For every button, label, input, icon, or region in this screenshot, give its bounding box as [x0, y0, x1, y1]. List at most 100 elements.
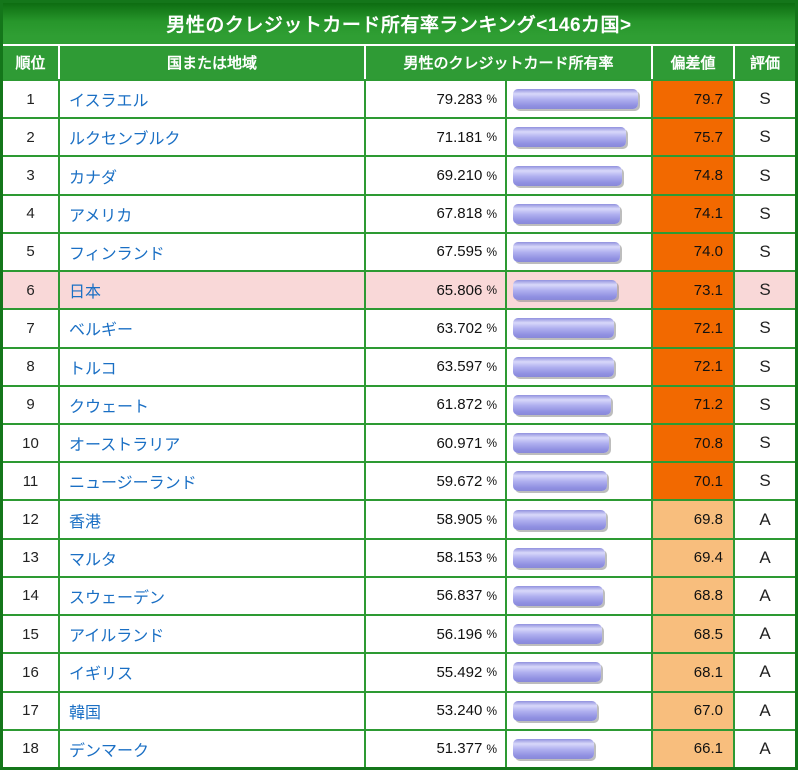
country-cell: ベルギー	[58, 310, 364, 347]
column-header-rank: 順位	[3, 46, 58, 79]
rate-value: 79.283	[436, 90, 483, 108]
rate-cell: 79.283 %	[364, 81, 505, 118]
country-cell: 香港	[58, 501, 364, 538]
rate-bar	[513, 203, 621, 224]
rate-value: 61.872	[436, 396, 483, 414]
rate-cell: 71.181 %	[364, 119, 505, 156]
table-row: 16 イギリス 55.492 % 68.1 A	[3, 652, 795, 691]
table-row: 6 日本 65.806 % 73.1 S	[3, 270, 795, 309]
rate-bar	[513, 471, 608, 492]
rate-bar	[513, 394, 611, 415]
bar-cell	[505, 654, 651, 691]
rate-value: 69.210	[436, 167, 483, 185]
table-row: 9 クウェート 61.872 % 71.2 S	[3, 384, 795, 423]
rate-bar	[513, 547, 605, 568]
table-row: 13 マルタ 58.153 % 69.4 A	[3, 537, 795, 576]
rate-unit: %	[486, 92, 497, 107]
grade-cell: A	[733, 539, 795, 576]
country-link[interactable]: トルコ	[69, 360, 117, 378]
country-link[interactable]: 香港	[69, 513, 102, 531]
rate-unit: %	[486, 359, 497, 374]
grade-cell: S	[733, 119, 795, 156]
country-link[interactable]: デンマーク	[69, 742, 150, 760]
rate-unit: %	[486, 244, 497, 259]
rate-cell: 67.818 %	[364, 195, 505, 232]
table-row: 1 イスラエル 79.283 % 79.7 S	[3, 79, 795, 118]
rank-cell: 10	[3, 424, 58, 462]
country-cell: デンマーク	[58, 730, 364, 767]
rate-unit: %	[486, 397, 497, 412]
table-row: 4 アメリカ 67.818 % 74.1 S	[3, 193, 795, 232]
grade-cell: A	[733, 692, 795, 729]
rate-unit: %	[486, 436, 497, 451]
bar-cell	[505, 730, 651, 767]
table-row: 14 スウェーデン 56.837 % 68.8 A	[3, 575, 795, 615]
bar-cell	[505, 386, 651, 423]
deviation-cell: 75.7	[651, 119, 733, 156]
rate-unit: %	[486, 321, 497, 336]
table-row: 10 オーストラリア 60.971 % 70.8 S	[3, 422, 795, 462]
rate-bar	[513, 356, 614, 377]
deviation-cell: 74.1	[651, 195, 733, 232]
country-link[interactable]: 韓国	[69, 704, 102, 722]
bar-cell	[505, 195, 651, 232]
bar-cell	[505, 233, 651, 271]
rank-cell: 4	[3, 195, 58, 232]
grade-cell: A	[733, 577, 795, 615]
country-link[interactable]: カナダ	[69, 169, 118, 187]
country-link[interactable]: マルタ	[69, 551, 118, 569]
rank-cell: 6	[3, 272, 58, 309]
deviation-cell: 73.1	[651, 272, 733, 309]
rank-cell: 15	[3, 616, 58, 653]
grade-cell: S	[733, 463, 795, 500]
rate-bar	[513, 624, 602, 645]
country-link[interactable]: イスラエル	[69, 93, 149, 111]
deviation-cell: 74.0	[651, 233, 733, 271]
country-link[interactable]: スウェーデン	[69, 589, 166, 607]
country-cell: ニュージーランド	[58, 463, 364, 500]
rate-unit: %	[486, 627, 497, 642]
rate-unit: %	[486, 703, 497, 718]
deviation-cell: 66.1	[651, 730, 733, 767]
page-title: 男性のクレジットカード所有率ランキング<146カ国>	[3, 3, 795, 46]
bar-cell	[505, 463, 651, 500]
country-cell: イスラエル	[58, 81, 364, 118]
bar-cell	[505, 539, 651, 576]
country-link[interactable]: ベルギー	[69, 322, 134, 340]
country-link[interactable]: ルクセンブルク	[69, 131, 181, 149]
bar-cell	[505, 272, 651, 309]
rate-cell: 60.971 %	[364, 424, 505, 462]
country-link[interactable]: フィンランド	[69, 245, 165, 263]
rate-unit: %	[486, 665, 497, 680]
rate-unit: %	[486, 130, 497, 145]
country-link[interactable]: アイルランド	[69, 628, 165, 646]
rate-value: 63.702	[436, 319, 483, 337]
rate-value: 71.181	[436, 128, 483, 146]
grade-cell: S	[733, 195, 795, 232]
country-link[interactable]: 日本	[69, 284, 102, 302]
country-link[interactable]: イギリス	[69, 666, 134, 684]
grade-cell: A	[733, 501, 795, 538]
rate-bar	[513, 241, 620, 262]
country-link[interactable]: クウェート	[69, 398, 150, 416]
country-cell: 日本	[58, 272, 364, 309]
deviation-cell: 74.8	[651, 157, 733, 194]
country-cell: アメリカ	[58, 195, 364, 232]
country-link[interactable]: アメリカ	[69, 207, 133, 225]
rate-unit: %	[486, 741, 497, 756]
rate-bar	[513, 700, 598, 721]
country-link[interactable]: ニュージーランド	[69, 475, 197, 493]
bar-cell	[505, 616, 651, 653]
rate-cell: 59.672 %	[364, 463, 505, 500]
country-cell: カナダ	[58, 157, 364, 194]
rate-bar	[513, 280, 617, 301]
bar-cell	[505, 81, 651, 118]
rate-unit: %	[486, 550, 497, 565]
rate-bar	[513, 433, 610, 454]
country-cell: スウェーデン	[58, 577, 364, 615]
country-link[interactable]: オーストラリア	[69, 437, 181, 455]
rank-cell: 17	[3, 692, 58, 729]
grade-cell: S	[733, 81, 795, 118]
table-row: 11 ニュージーランド 59.672 % 70.1 S	[3, 461, 795, 500]
